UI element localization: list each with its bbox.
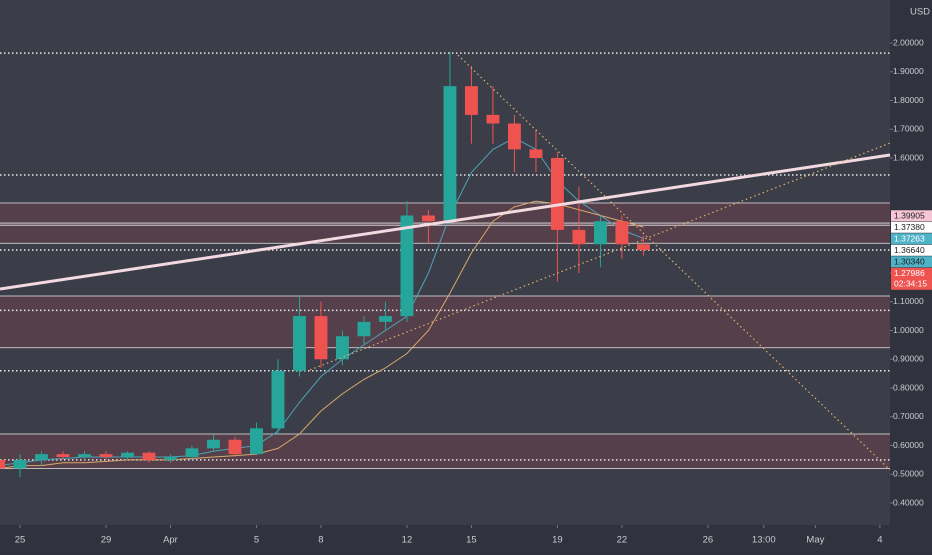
price-label: 1.36640 (894, 245, 925, 255)
candle-body (507, 123, 521, 150)
candle-body (164, 457, 177, 460)
x-tick-label: 13:00 (752, 535, 776, 546)
candle-body (464, 86, 478, 115)
price-label: 1.37380 (894, 222, 925, 232)
candle-body (121, 452, 134, 458)
y-tick-label: 1.90000 (893, 66, 924, 76)
y-tick-label: 1.00000 (893, 325, 924, 335)
candle-body (336, 336, 349, 360)
x-tick-label: 26 (703, 535, 714, 546)
currency-label: USD (910, 7, 930, 18)
countdown: 02:34:15 (894, 279, 927, 289)
x-tick-label: 4 (877, 535, 882, 546)
candle-body (271, 370, 285, 429)
y-tick-label: 0.50000 (893, 469, 924, 479)
candle-body (99, 454, 113, 458)
time-axis (0, 525, 890, 550)
candle-body (550, 158, 564, 230)
candle-body (486, 114, 500, 124)
candle-body (0, 459, 5, 469)
candle-body (421, 215, 435, 222)
candle-body (185, 448, 199, 458)
candle-body (56, 454, 70, 458)
candle-body (572, 229, 586, 245)
y-tick-label: 1.10000 (893, 296, 924, 306)
candle-body (207, 439, 220, 449)
candle-body (250, 428, 263, 455)
x-tick-label: 8 (318, 535, 323, 546)
zone (0, 434, 890, 469)
y-tick-label: 0.80000 (893, 382, 924, 392)
candle-body (142, 452, 156, 460)
candle-body (35, 454, 48, 460)
candle-body (13, 459, 27, 469)
price-label: 1.30340 (894, 257, 925, 267)
y-tick-label: 1.80000 (893, 95, 924, 105)
x-tick-label: 15 (466, 535, 477, 546)
candle-body (314, 316, 328, 360)
x-tick-label: 12 (402, 535, 413, 546)
x-tick-label: 5 (254, 535, 259, 546)
price-label: 1.27986 (894, 268, 925, 278)
y-tick-label: 1.70000 (893, 124, 924, 134)
y-tick-label: 2.00000 (893, 37, 924, 47)
y-tick-label: 0.70000 (893, 411, 924, 421)
candle-body (615, 221, 629, 245)
x-tick-label: 25 (15, 535, 26, 546)
price-label-bg (891, 210, 932, 222)
candle-body (357, 321, 371, 337)
price-label: 1.37263 (894, 234, 925, 244)
price-label-bg (891, 221, 932, 233)
y-tick-label: 0.90000 (893, 354, 924, 364)
moving-average (0, 200, 644, 469)
candle-body (593, 221, 607, 245)
x-tick-label: 19 (552, 535, 563, 546)
y-tick-label: 0.60000 (893, 440, 924, 450)
candle-body (529, 149, 543, 159)
x-tick-label: May (806, 535, 824, 546)
candle-body (379, 316, 392, 322)
candle-body (400, 215, 414, 317)
price-label: 1.39905 (894, 211, 925, 221)
zone (0, 296, 890, 348)
x-tick-label: Apr (163, 535, 178, 546)
y-tick-label: 0.40000 (893, 497, 924, 507)
y-tick-label: 1.60000 (893, 152, 924, 162)
price-label-bg (891, 267, 932, 290)
price-label-bg (891, 233, 932, 245)
layers: 0.40000 0.50000 0.60000 0.70000 0.80000 0.900… (0, 37, 932, 546)
candle-body (228, 439, 242, 455)
candle-body (636, 244, 650, 251)
price-label-bg (891, 244, 932, 256)
candle-body (443, 86, 457, 222)
trendline (0, 153, 891, 291)
candle-body (78, 454, 91, 458)
x-tick-label: 22 (617, 535, 628, 546)
candle-body (293, 316, 306, 371)
trendline (309, 142, 891, 371)
x-tick-label: 29 (101, 535, 112, 546)
trendline (457, 54, 891, 471)
price-label-bg (891, 256, 932, 268)
